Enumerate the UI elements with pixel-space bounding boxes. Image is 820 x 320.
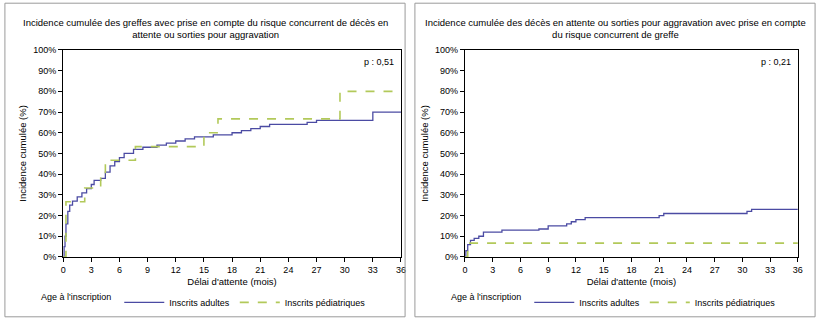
svg-text:12: 12 <box>171 265 181 275</box>
svg-text:3: 3 <box>89 265 94 275</box>
svg-text:50%: 50% <box>38 149 56 159</box>
svg-text:33: 33 <box>765 265 775 275</box>
svg-text:30: 30 <box>340 265 350 275</box>
svg-text:0: 0 <box>61 265 66 275</box>
svg-text:Incidence cumulée (%): Incidence cumulée (%) <box>17 105 28 202</box>
svg-text:Inscrits adultes: Inscrits adultes <box>579 298 640 308</box>
svg-text:60%: 60% <box>38 128 56 138</box>
svg-text:Délai d'attente (mois): Délai d'attente (mois) <box>187 276 276 287</box>
svg-text:0%: 0% <box>43 252 56 262</box>
svg-text:21: 21 <box>654 265 664 275</box>
svg-text:Incidence cumulée (%): Incidence cumulée (%) <box>419 105 430 202</box>
svg-text:36: 36 <box>793 265 803 275</box>
svg-text:24: 24 <box>682 265 692 275</box>
svg-text:30%: 30% <box>440 190 458 200</box>
svg-text:12: 12 <box>571 265 581 275</box>
svg-text:24: 24 <box>283 265 293 275</box>
svg-text:100%: 100% <box>435 45 458 55</box>
svg-text:18: 18 <box>626 265 636 275</box>
svg-text:Inscrits pédiatriques: Inscrits pédiatriques <box>285 298 366 308</box>
svg-text:40%: 40% <box>440 169 458 179</box>
svg-text:10%: 10% <box>440 231 458 241</box>
svg-text:20%: 20% <box>440 211 458 221</box>
svg-text:6: 6 <box>518 265 523 275</box>
svg-text:70%: 70% <box>38 107 56 117</box>
svg-text:Délai d'attente (mois): Délai d'attente (mois) <box>587 276 676 287</box>
svg-text:10%: 10% <box>38 231 56 241</box>
svg-text:40%: 40% <box>38 169 56 179</box>
svg-text:15: 15 <box>199 265 209 275</box>
svg-text:90%: 90% <box>38 66 56 76</box>
svg-text:30: 30 <box>737 265 747 275</box>
svg-text:70%: 70% <box>440 107 458 117</box>
svg-text:33: 33 <box>368 265 378 275</box>
svg-text:27: 27 <box>710 265 720 275</box>
svg-text:Inscrits adultes: Inscrits adultes <box>169 298 230 308</box>
svg-text:p : 0,51: p : 0,51 <box>364 57 394 67</box>
svg-text:80%: 80% <box>440 86 458 96</box>
svg-text:0: 0 <box>462 265 467 275</box>
svg-text:6: 6 <box>117 265 122 275</box>
svg-text:60%: 60% <box>440 128 458 138</box>
svg-text:9: 9 <box>546 265 551 275</box>
svg-text:Inscrits pédiatriques: Inscrits pédiatriques <box>695 298 776 308</box>
svg-text:Incidence cumulée des décès en: Incidence cumulée des décès en attente o… <box>425 17 806 40</box>
svg-text:Incidence cumulée des greffes: Incidence cumulée des greffes avec prise… <box>23 17 388 40</box>
svg-text:21: 21 <box>255 265 265 275</box>
svg-text:15: 15 <box>599 265 609 275</box>
svg-text:9: 9 <box>145 265 150 275</box>
svg-text:0%: 0% <box>445 252 458 262</box>
svg-text:36: 36 <box>396 265 406 275</box>
svg-text:18: 18 <box>227 265 237 275</box>
svg-text:80%: 80% <box>38 86 56 96</box>
svg-text:27: 27 <box>312 265 322 275</box>
svg-text:20%: 20% <box>38 211 56 221</box>
svg-text:3: 3 <box>490 265 495 275</box>
svg-text:50%: 50% <box>440 149 458 159</box>
svg-text:p : 0,21: p : 0,21 <box>761 57 791 67</box>
svg-text:30%: 30% <box>38 190 56 200</box>
svg-text:100%: 100% <box>33 45 56 55</box>
svg-text:Age à l'inscription: Age à l'inscription <box>41 292 111 302</box>
svg-text:90%: 90% <box>440 66 458 76</box>
svg-text:Age à l'inscription: Age à l'inscription <box>451 292 521 302</box>
